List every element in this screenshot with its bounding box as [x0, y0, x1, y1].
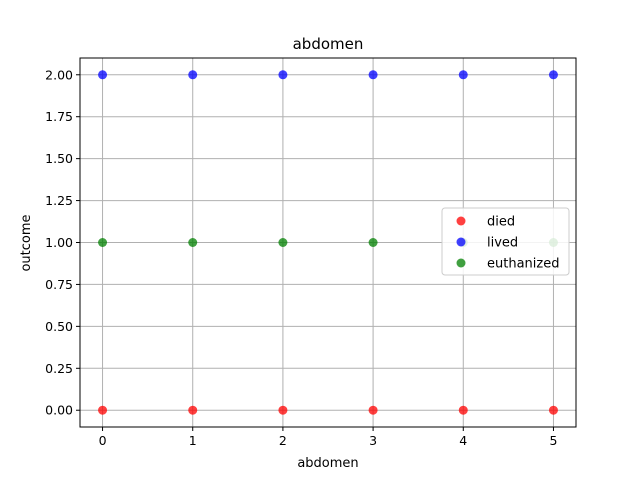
point-died	[458, 405, 468, 415]
legend-marker-died	[456, 216, 466, 226]
point-died	[188, 405, 198, 415]
y-tick-label: 2.00	[45, 67, 73, 82]
x-axis-label: abdomen	[297, 456, 358, 471]
y-tick-label: 0.25	[45, 361, 73, 376]
legend-label-lived: lived	[487, 236, 518, 251]
point-lived	[188, 70, 198, 80]
point-died	[98, 405, 108, 415]
point-euthanized	[98, 238, 108, 247]
legend-marker-euthanized	[456, 258, 466, 268]
y-axis-label: outcome	[19, 214, 34, 271]
point-lived	[368, 70, 378, 80]
y-tick-label: 1.75	[45, 109, 73, 124]
x-tick-label: 2	[279, 433, 287, 448]
legend-box	[441, 207, 570, 276]
legend-marker-lived	[456, 237, 466, 247]
x-tick-label: 4	[459, 433, 467, 448]
y-tick-label: 0.75	[45, 277, 73, 292]
y-axis-ticks: 0.00 0.25 0.50 0.75 1.00 1.25 1.50 1.75 2.00	[45, 67, 80, 418]
legend: died lived euthanized	[441, 207, 570, 276]
y-tick-label: 1.25	[45, 193, 73, 208]
y-tick-label: 0.50	[45, 319, 73, 334]
legend-label-died: died	[487, 215, 515, 230]
x-axis-ticks: 0 1 2 3 4 5	[99, 427, 557, 448]
point-died	[548, 405, 558, 415]
y-tick-label: 0.00	[45, 403, 73, 418]
chart-title: abdomen	[293, 35, 364, 53]
point-lived	[98, 70, 108, 80]
point-died	[368, 405, 378, 415]
x-tick-label: 0	[99, 433, 107, 448]
point-euthanized	[188, 238, 198, 247]
y-tick-label: 1.00	[45, 235, 73, 250]
point-lived	[458, 70, 468, 80]
x-tick-label: 5	[549, 433, 557, 448]
legend-label-euthanized: euthanized	[487, 257, 559, 272]
point-euthanized	[278, 238, 288, 247]
y-tick-label: 1.50	[45, 151, 73, 166]
point-lived	[278, 70, 288, 80]
x-tick-label: 3	[369, 433, 377, 448]
point-lived	[548, 70, 558, 80]
point-died	[278, 405, 288, 415]
point-euthanized	[368, 238, 378, 247]
x-tick-label: 1	[189, 433, 197, 448]
